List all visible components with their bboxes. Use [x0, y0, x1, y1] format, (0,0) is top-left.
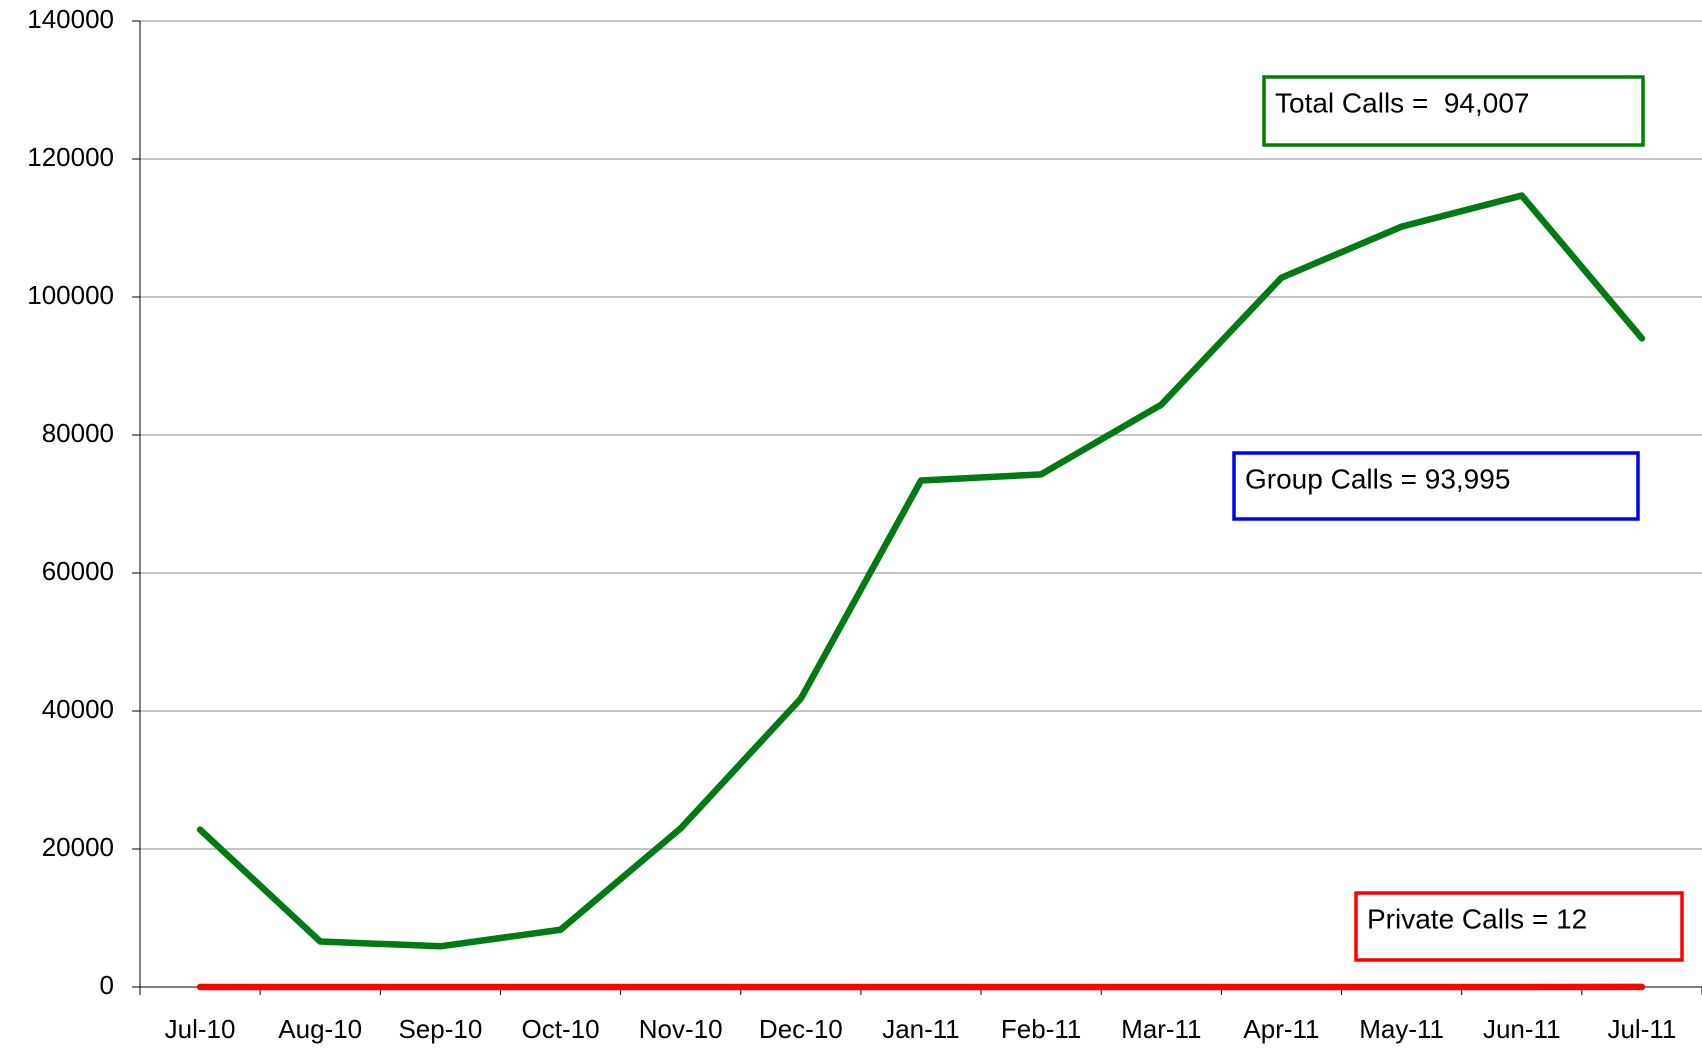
x-tick-label: Dec-10: [759, 1014, 843, 1044]
x-tick-label: Sep-10: [398, 1014, 482, 1044]
y-tick-label: 100000: [27, 280, 114, 310]
x-tick-label: Feb-11: [1001, 1014, 1081, 1044]
x-tick-label: Jun-11: [1483, 1014, 1561, 1044]
y-tick-label: 140000: [27, 4, 114, 34]
annotation-text: Private Calls = 12: [1367, 903, 1587, 934]
y-tick-label: 120000: [27, 142, 114, 172]
x-tick-label: Mar-11: [1121, 1014, 1201, 1044]
series-line: [196, 192, 1646, 950]
x-tick-label: Aug-10: [278, 1014, 362, 1044]
annotation-text: Total Calls = 94,007: [1275, 87, 1530, 118]
y-tick-label: 80000: [42, 418, 114, 448]
x-tick-label: Oct-10: [522, 1014, 600, 1044]
y-tick-label: 20000: [42, 832, 114, 862]
x-tick-label: Jul-10: [165, 1014, 236, 1044]
y-tick-label: 0: [100, 970, 114, 1000]
annotation-box: [1232, 451, 1640, 521]
x-tick-label: Jan-11: [882, 1014, 960, 1044]
x-tick-label: May-11: [1359, 1014, 1444, 1044]
x-tick-label: Apr-11: [1243, 1014, 1319, 1044]
x-tick-label: Nov-10: [639, 1014, 723, 1044]
annotation-box: [1354, 891, 1684, 962]
annotation-text: Group Calls = 93,995: [1245, 463, 1510, 494]
y-tick-label: 40000: [42, 694, 114, 724]
x-tick-label: Jul-11: [1607, 1014, 1676, 1044]
y-tick-label: 60000: [42, 556, 114, 586]
annotation-box: [1262, 75, 1645, 147]
